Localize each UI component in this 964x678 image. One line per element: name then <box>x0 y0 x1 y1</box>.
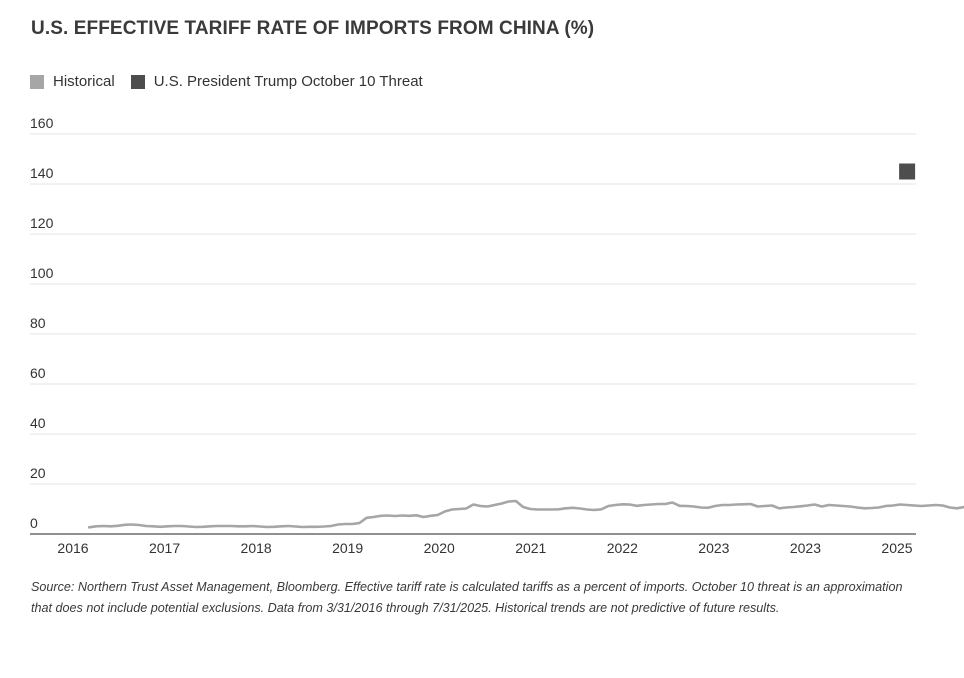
chart-legend: Historical U.S. President Trump October … <box>30 73 439 90</box>
legend-label-threat: U.S. President Trump October 10 Threat <box>153 73 423 90</box>
y-tick-label: 100 <box>30 265 54 281</box>
x-tick-label: 2018 <box>241 540 272 556</box>
y-axis: 0 20 40 60 80 100 120 140 160 <box>30 115 54 531</box>
y-tick-label: 160 <box>30 115 54 131</box>
source-note: Source: Northern Trust Asset Management,… <box>31 580 903 615</box>
x-tick-label: 2020 <box>424 540 455 556</box>
x-axis: 2016 2017 2018 2019 2020 2021 2022 2023 2023 2025 <box>30 533 916 556</box>
legend-item-historical: Historical <box>30 73 115 90</box>
y-tick-label: 120 <box>30 215 54 231</box>
y-tick-label: 40 <box>30 415 46 431</box>
x-tick-label: 2025 <box>881 540 912 556</box>
x-tick-label: 2022 <box>607 540 638 556</box>
y-tick-label: 60 <box>30 365 46 381</box>
y-tick-label: 80 <box>30 315 46 331</box>
y-tick-label: 20 <box>30 465 46 481</box>
x-tick-label: 2016 <box>57 540 88 556</box>
chart-title: U.S. EFFECTIVE TARIFF RATE OF IMPORTS FR… <box>31 18 595 39</box>
gridlines <box>30 133 916 485</box>
series-threat-point <box>899 163 916 180</box>
series-historical-line <box>87 499 964 529</box>
legend-label-historical: Historical <box>53 73 115 90</box>
x-tick-label: 2019 <box>332 540 363 556</box>
legend-item-threat: U.S. President Trump October 10 Threat <box>130 73 423 90</box>
x-tick-label: 2023 <box>698 540 729 556</box>
legend-swatch-historical <box>30 74 44 89</box>
legend-swatch-threat <box>130 74 145 89</box>
series-layer <box>87 163 964 529</box>
x-tick-label: 2021 <box>515 540 546 556</box>
x-tick-label: 2023 <box>790 540 821 556</box>
y-tick-label: 0 <box>30 515 38 531</box>
x-tick-label: 2017 <box>149 540 180 556</box>
y-tick-label: 140 <box>30 165 54 181</box>
